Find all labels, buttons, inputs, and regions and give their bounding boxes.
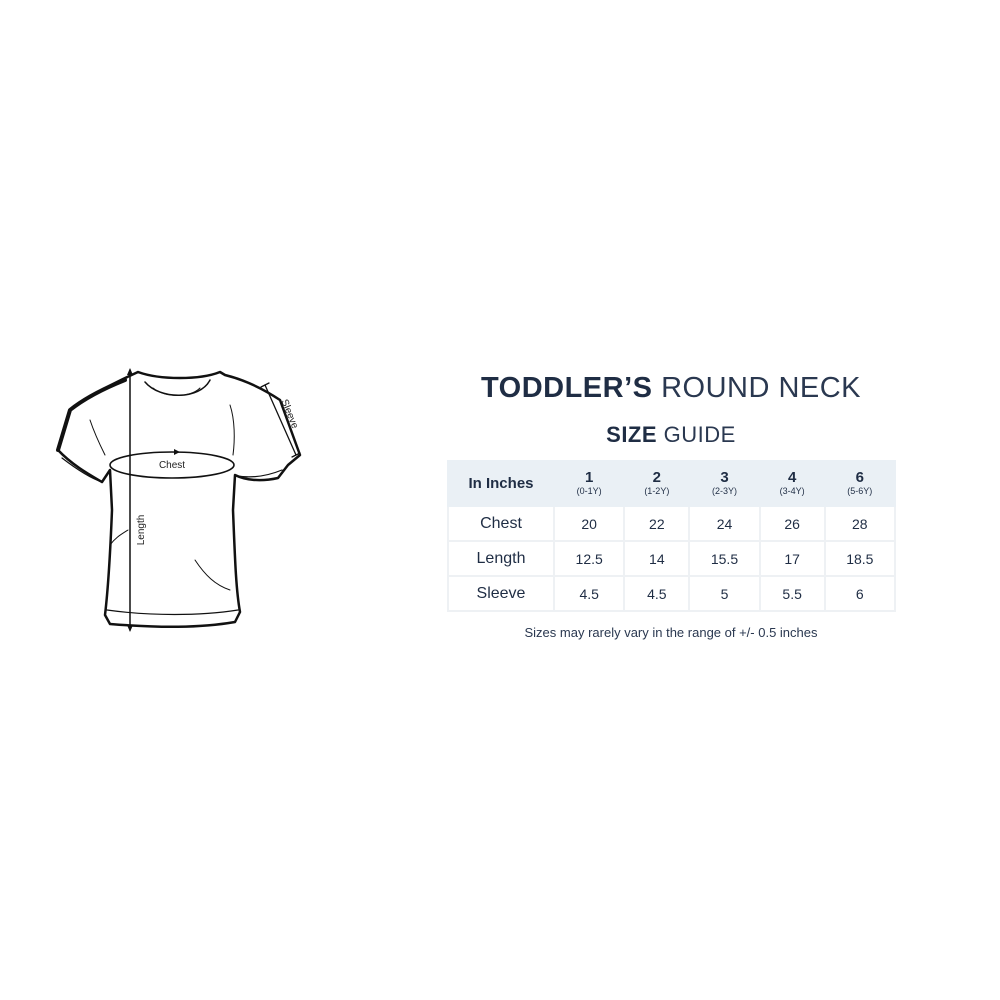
table-cell: 4.5 [623, 575, 691, 612]
subtitle-light: GUIDE [663, 422, 736, 447]
shirt-outline [56, 370, 302, 629]
table-row-length: Length 12.5 14 15.5 17 18.5 [447, 540, 897, 577]
size-number: 6 [855, 469, 864, 486]
table-cell: 24 [688, 505, 761, 542]
chest-measure-ellipse [109, 451, 235, 479]
size-age: (0-1Y) [576, 486, 602, 496]
size-table: In Inches 1 (0-1Y) 2 (1-2Y) 3 (2-3Y) 4 (3-4Y… [447, 460, 897, 612]
title-bold: TODDLER’S [480, 372, 653, 404]
page-subtitle: SIZE GUIDE [446, 422, 896, 448]
size-number: 3 [720, 469, 729, 486]
size-number: 1 [585, 469, 594, 486]
table-cell: 5 [688, 575, 761, 612]
title-light: ROUND NECK [661, 372, 862, 404]
table-cell: 14 [623, 540, 691, 577]
table-cell: 26 [758, 505, 826, 542]
size-number: 2 [652, 469, 661, 486]
header-corner: In Inches [447, 460, 555, 507]
header-size-6: 6 (5-6Y) [823, 460, 897, 507]
sleeve-label: Sleeve [278, 398, 300, 431]
header-size-2: 2 (1-2Y) [623, 460, 691, 507]
table-cell: 6 [823, 575, 897, 612]
length-label: Length [136, 515, 147, 546]
chest-label: Chest [159, 460, 185, 471]
header-size-4: 4 (3-4Y) [758, 460, 826, 507]
table-row-sleeve: Sleeve 4.5 4.5 5 5.5 6 [447, 575, 897, 612]
table-cell: 4.5 [552, 575, 626, 612]
size-variance-note: Sizes may rarely vary in the range of +/… [524, 625, 818, 640]
table-cell: 15.5 [688, 540, 761, 577]
table-header-row: In Inches 1 (0-1Y) 2 (1-2Y) 3 (2-3Y) 4 (3-4Y… [447, 460, 897, 507]
sleeve-measure-line [264, 384, 297, 456]
size-age: (5-6Y) [847, 486, 873, 496]
subtitle-bold: SIZE [606, 422, 658, 447]
row-label: Length [447, 540, 555, 577]
size-age: (3-4Y) [779, 486, 805, 496]
row-label: Chest [447, 505, 555, 542]
table-cell: 17 [758, 540, 826, 577]
size-age: (1-2Y) [644, 486, 670, 496]
header-size-1: 1 (0-1Y) [552, 460, 626, 507]
tshirt-diagram: Chest Length Sleeve [56, 368, 302, 632]
table-cell: 5.5 [758, 575, 826, 612]
table-cell: 20 [552, 505, 626, 542]
table-cell: 12.5 [552, 540, 626, 577]
size-number: 4 [787, 469, 797, 486]
page-title: TODDLER’S ROUND NECK [446, 372, 896, 405]
header-size-3: 3 (2-3Y) [688, 460, 761, 507]
size-age: (2-3Y) [711, 486, 737, 496]
table-cell: 28 [823, 505, 897, 542]
table-cell: 18.5 [823, 540, 897, 577]
row-label: Sleeve [447, 575, 555, 612]
table-row-chest: Chest 20 22 24 26 28 [447, 505, 897, 542]
table-cell: 22 [623, 505, 691, 542]
